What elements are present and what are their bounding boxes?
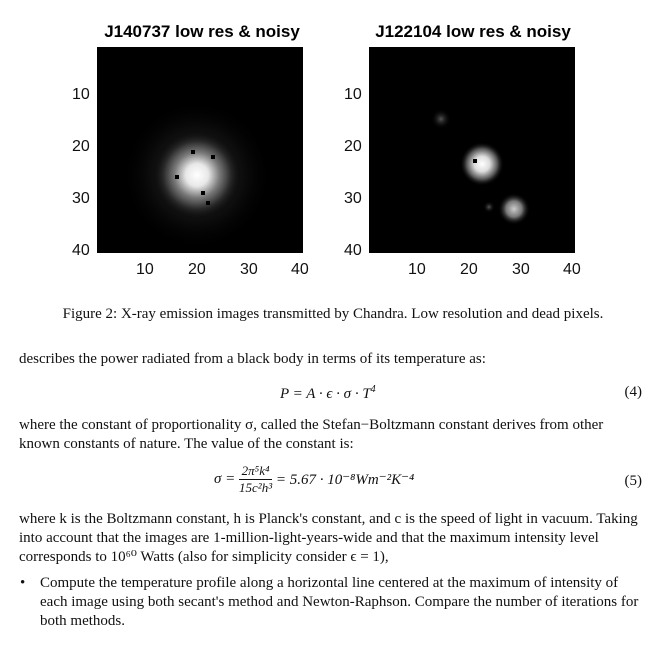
panel-title-right: J122104 low res & noisy [375,22,571,41]
intro-paragraph: describes the power radiated from a blac… [19,351,486,367]
x-tick: 40 [563,261,581,278]
dead-pixel [211,155,215,159]
y-tick: 10 [72,86,90,103]
equation-5-sigma: σ = [214,471,236,487]
equation-5-fraction: 2π⁵k⁴ 15c²h³ [239,463,273,496]
y-tick: 20 [72,138,90,155]
x-tick: 20 [460,261,478,278]
equation-5: σ = 2π⁵k⁴ 15c²h³ = 5.67 · 10⁻⁸Wm⁻²K⁻⁴ (5… [0,463,666,503]
xray-image-j122104 [369,47,575,253]
xray-image-j140737 [97,47,303,253]
x-tick: 20 [188,261,206,278]
equation-5-denominator: 15c²h³ [239,480,273,495]
x-tick: 30 [240,261,258,278]
equation-5-rhs: = 5.67 · 10⁻⁸Wm⁻²K⁻⁴ [275,472,415,488]
constants-paragraph: where k is the Boltzmann constant, h is … [19,511,638,565]
y-tick: 40 [72,242,90,259]
equation-4-lhs: P = A · ϵ · σ · T [280,386,371,402]
x-tick: 30 [512,261,530,278]
list-item-text: Compute the temperature profile along a … [40,575,639,629]
equation-5-numerator: 2π⁵k⁴ [239,463,273,480]
dead-pixel [473,159,477,163]
y-tick: 40 [344,242,362,259]
y-tick: 30 [344,190,362,207]
dead-pixel [191,150,195,154]
dead-pixel [175,175,179,179]
y-tick: 10 [344,86,362,103]
y-tick: 30 [72,190,90,207]
bullet-icon: • [20,575,26,591]
equation-4-exponent: 4 [370,384,376,395]
x-tick: 10 [408,261,426,278]
equation-number-5: (5) [624,473,643,489]
dead-pixel [201,191,205,195]
stefan-boltzmann-paragraph: where the constant of proportionality σ,… [19,417,604,452]
y-tick: 20 [344,138,362,155]
dead-pixel [206,201,210,205]
list-item: • Compute the temperature profile along … [20,574,645,631]
equation-number-4: (4) [624,384,643,400]
x-tick: 10 [136,261,154,278]
panel-title-left: J140737 low res & noisy [104,22,300,41]
figure-caption: Figure 2: X-ray emission images transmit… [62,306,604,322]
x-tick: 40 [291,261,309,278]
